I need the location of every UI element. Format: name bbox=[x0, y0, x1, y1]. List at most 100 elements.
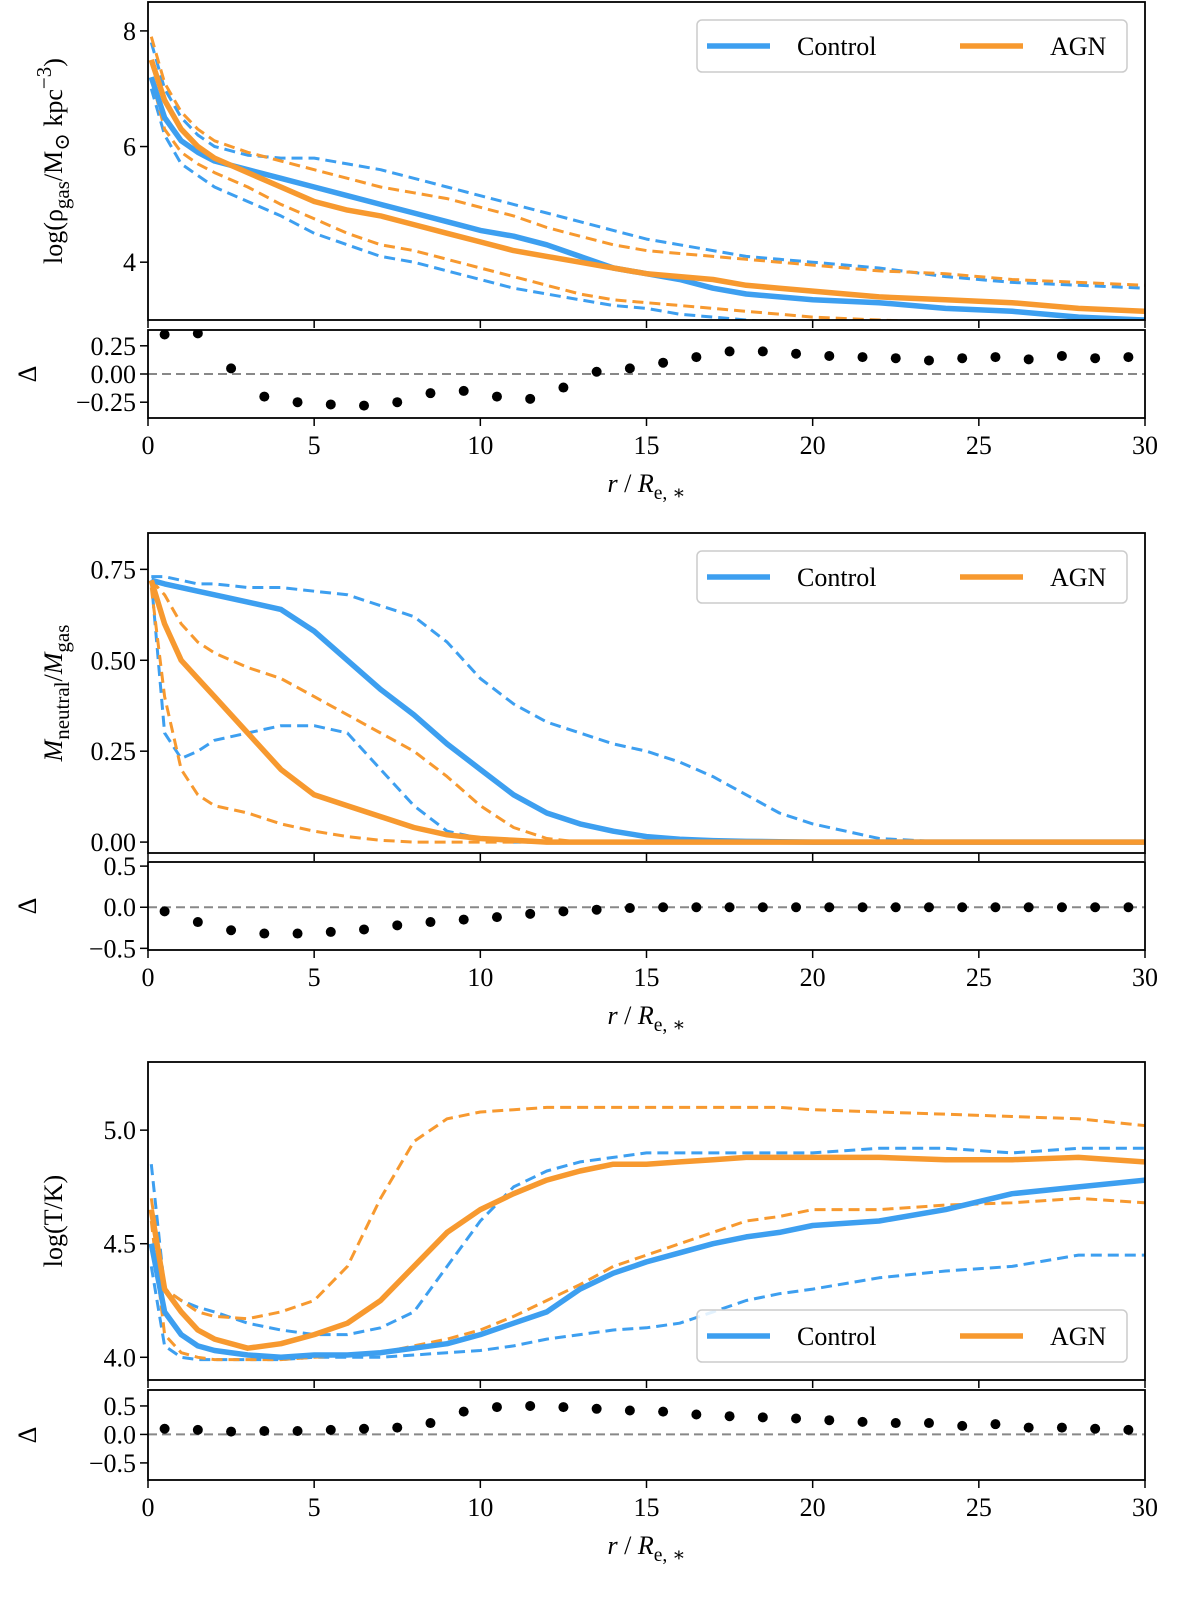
axes-frame bbox=[147, 1061, 1146, 1381]
delta-point bbox=[259, 391, 270, 402]
delta-point bbox=[558, 382, 569, 393]
median-line bbox=[148, 1154, 1145, 1351]
axes-frame bbox=[147, 1, 1146, 321]
delta-point bbox=[923, 1418, 934, 1429]
delta-point bbox=[1056, 1422, 1067, 1433]
delta-point bbox=[791, 1413, 802, 1424]
y-tick-label: −0.25 bbox=[76, 388, 136, 417]
delta-point bbox=[791, 348, 802, 359]
x-tick-label: 0 bbox=[142, 1493, 155, 1522]
delta-point bbox=[990, 902, 1001, 913]
delta-point bbox=[192, 330, 203, 339]
x-axis-label-part: r bbox=[607, 1001, 618, 1030]
legend-label: Control bbox=[797, 563, 876, 592]
delta-point bbox=[824, 1415, 835, 1426]
y-tick-label: 0.25 bbox=[91, 737, 137, 766]
delta-point bbox=[1023, 902, 1034, 913]
panel: 4.0 4.5 5.0 log(T/K) Control AGN bbox=[39, 1061, 1146, 1388]
median-line bbox=[150, 577, 1145, 845]
x-tick-label: 30 bbox=[1132, 1493, 1158, 1522]
x-axis-label-part: / bbox=[618, 469, 638, 498]
delta-point bbox=[392, 920, 403, 931]
y-axis-label-part: Δ bbox=[13, 1427, 42, 1444]
y-axis-label-part: Δ bbox=[13, 898, 42, 915]
delta-point bbox=[458, 1406, 469, 1417]
y-axis-label: log(ρgas/M⊙ kpc−3) bbox=[32, 58, 74, 264]
y-tick-label: 5.0 bbox=[104, 1116, 137, 1145]
percentile-line bbox=[149, 36, 1145, 287]
delta-point bbox=[1123, 352, 1134, 363]
x-tick-label: 15 bbox=[634, 431, 660, 460]
delta-point bbox=[325, 399, 336, 410]
y-tick-label: 6 bbox=[123, 133, 136, 162]
x-axis-label-part: e, ∗ bbox=[654, 1545, 686, 1566]
y-tick-label: 0.25 bbox=[91, 332, 137, 361]
delta-point bbox=[226, 363, 237, 374]
delta-point bbox=[525, 393, 536, 404]
delta-point bbox=[458, 385, 469, 396]
y-tick-label: 0.5 bbox=[104, 852, 137, 881]
median-line bbox=[148, 579, 1145, 845]
legend-box bbox=[696, 550, 1128, 604]
panel: −0.250.000.25 0 5 10 15 20 25 30 r / Re, ∗ Δ bbox=[13, 329, 1158, 504]
delta-point bbox=[857, 902, 868, 913]
delta-point bbox=[425, 388, 436, 399]
y-tick-label: 4.0 bbox=[104, 1343, 137, 1372]
x-tick-label: 0 bbox=[142, 431, 155, 460]
delta-point bbox=[259, 928, 270, 939]
delta-point bbox=[325, 926, 336, 937]
y-axis-label: Δ bbox=[13, 1427, 42, 1444]
y-axis-label-part: kpc bbox=[39, 89, 68, 133]
y-axis-label: log(T/K) bbox=[39, 1175, 68, 1267]
y-axis-label: Δ bbox=[13, 366, 42, 383]
x-tick-label: 20 bbox=[800, 963, 826, 992]
legend-label: Control bbox=[797, 1322, 876, 1351]
delta-point bbox=[159, 906, 170, 917]
panel: 4 6 8 log(ρgas/M⊙ kpc−3) Control AGN bbox=[32, 1, 1146, 328]
delta-point bbox=[824, 902, 835, 913]
y-tick-label: −0.5 bbox=[89, 934, 136, 963]
y-axis-label-part: Δ bbox=[13, 366, 42, 383]
delta-point bbox=[425, 1418, 436, 1429]
x-tick-label: 15 bbox=[634, 1493, 660, 1522]
y-tick-label: 0.50 bbox=[91, 646, 137, 675]
y-axis-label-part: log(T/K) bbox=[39, 1175, 68, 1267]
legend-label: AGN bbox=[1050, 1322, 1107, 1351]
plot-area bbox=[148, 36, 1145, 320]
legend-label: AGN bbox=[1050, 32, 1107, 61]
delta-point bbox=[724, 346, 735, 357]
y-axis-label: Δ bbox=[13, 898, 42, 915]
axes-frame bbox=[147, 861, 1146, 951]
delta-point bbox=[292, 928, 303, 939]
x-axis-label-part: R bbox=[637, 1001, 654, 1030]
delta-point bbox=[990, 1419, 1001, 1430]
delta-point bbox=[1123, 902, 1134, 913]
delta-point bbox=[857, 352, 868, 363]
x-tick-label: 25 bbox=[966, 431, 992, 460]
legend: Control AGN bbox=[696, 1309, 1128, 1363]
plot-area bbox=[148, 330, 1145, 411]
x-axis-label-part: r bbox=[607, 469, 618, 498]
y-axis-label-part: M bbox=[39, 738, 68, 762]
y-tick-label: 0.5 bbox=[104, 1392, 137, 1421]
delta-point bbox=[890, 1418, 901, 1429]
y-axis-label-part: ) bbox=[39, 58, 68, 67]
delta-point bbox=[591, 904, 602, 915]
delta-point bbox=[923, 902, 934, 913]
y-tick-label: 0.00 bbox=[91, 828, 137, 857]
plot-area bbox=[148, 575, 1145, 845]
delta-point bbox=[724, 902, 735, 913]
delta-point bbox=[1090, 1423, 1101, 1434]
delta-point bbox=[525, 1400, 536, 1411]
panel: −0.5 0.0 0.5 0 5 10 15 20 25 30 r / Re, ∗ Δ bbox=[13, 852, 1158, 1036]
delta-point bbox=[957, 1420, 968, 1431]
delta-point bbox=[691, 902, 702, 913]
x-axis-label: r / Re, ∗ bbox=[607, 1531, 685, 1566]
axes-frame bbox=[147, 1389, 1146, 1481]
delta-point bbox=[558, 906, 569, 917]
delta-point bbox=[425, 917, 436, 928]
x-axis-label-part: / bbox=[618, 1001, 638, 1030]
delta-point bbox=[624, 363, 635, 374]
plot-area bbox=[148, 902, 1145, 939]
delta-point bbox=[957, 902, 968, 913]
